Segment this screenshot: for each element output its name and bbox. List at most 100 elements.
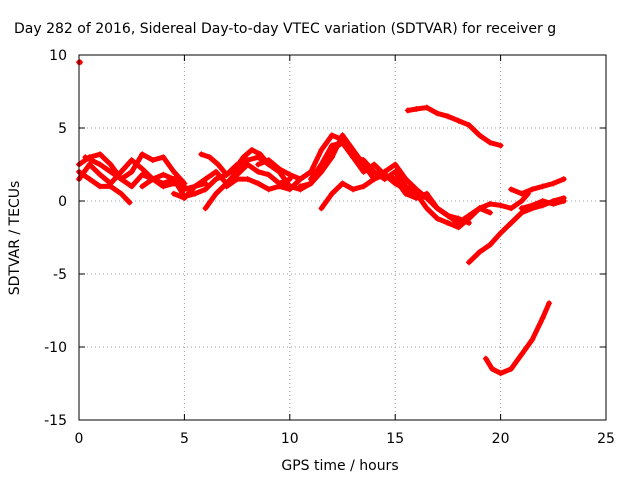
data-point (286, 171, 293, 178)
data-point (191, 190, 198, 197)
data-point (518, 205, 525, 212)
data-point (240, 154, 247, 161)
data-point (86, 176, 93, 183)
plot-frame (78, 54, 607, 421)
data-point (518, 198, 525, 204)
data-point (107, 180, 114, 187)
data-point (444, 212, 451, 219)
data-point (508, 365, 515, 372)
data-point (546, 300, 553, 307)
grid-layer (79, 55, 606, 420)
data-point (476, 205, 483, 212)
x-tick-label: 25 (597, 431, 615, 447)
data-point (139, 183, 146, 190)
data-point (276, 180, 283, 187)
data-point (286, 183, 293, 190)
data-point (160, 180, 167, 187)
data-point (118, 190, 125, 197)
y-tick-label: -5 (53, 267, 67, 283)
data-point (371, 161, 378, 168)
data-point (170, 176, 177, 183)
data-point (444, 219, 451, 226)
data-point (371, 168, 378, 175)
data-point (560, 198, 567, 204)
data-point (231, 165, 238, 172)
y-tick-label: -15 (44, 413, 67, 429)
data-point (455, 224, 462, 231)
y-axis-label: SDTVAR / TECUs (7, 181, 23, 296)
data-point (381, 176, 388, 183)
data-point (297, 183, 304, 190)
data-point (360, 168, 367, 175)
data-point (476, 132, 483, 139)
data-point (489, 365, 496, 372)
series-layer (76, 59, 567, 377)
data-point (181, 195, 188, 202)
data-point (77, 59, 84, 66)
data-point (434, 110, 441, 117)
data-point (497, 230, 504, 237)
data-point (423, 195, 430, 202)
data-point (318, 205, 325, 212)
data-point (360, 183, 367, 190)
data-point (170, 168, 177, 175)
data-point (539, 183, 546, 190)
data-point (371, 176, 378, 183)
data-point (529, 186, 536, 193)
series-line-15 (405, 105, 504, 149)
x-tick-label: 0 (75, 431, 84, 447)
data-point (360, 157, 367, 164)
data-point (248, 146, 255, 153)
data-point (223, 183, 230, 190)
x-tick-label: 10 (281, 431, 299, 447)
data-point (328, 142, 335, 149)
data-point (550, 180, 557, 187)
data-point (455, 215, 462, 222)
data-point (307, 176, 314, 183)
data-point (518, 190, 525, 197)
data-point (465, 122, 472, 129)
data-point (350, 146, 357, 153)
data-point (149, 176, 156, 183)
x-axis-label: GPS time / hours (281, 458, 398, 474)
data-point (97, 151, 104, 158)
data-point (423, 104, 430, 111)
data-point (413, 106, 420, 113)
data-point (318, 146, 325, 153)
data-point (328, 132, 335, 139)
data-point (234, 176, 241, 183)
data-point (181, 180, 188, 187)
series-line-17 (508, 176, 567, 197)
data-point (413, 190, 420, 197)
data-point (465, 259, 472, 266)
data-point (518, 351, 525, 358)
data-point (350, 154, 357, 161)
data-point (434, 215, 441, 222)
data-point (213, 168, 220, 175)
data-point (213, 176, 220, 183)
data-point (265, 157, 272, 164)
data-point (160, 154, 167, 161)
data-point (244, 176, 251, 183)
y-tick-label: 10 (49, 48, 67, 64)
data-point (465, 215, 472, 222)
data-point (392, 168, 399, 175)
data-point (404, 107, 411, 114)
data-point (497, 142, 504, 149)
data-point (244, 157, 251, 164)
data-point (82, 154, 89, 161)
data-point (423, 205, 430, 212)
data-point (434, 205, 441, 212)
data-point (265, 186, 272, 193)
data-point (550, 200, 557, 207)
data-point (255, 161, 262, 168)
data-point (392, 180, 399, 187)
x-tick-label: 5 (180, 431, 189, 447)
data-point (508, 219, 515, 226)
y-tick-label: 0 (58, 194, 67, 210)
data-point (497, 202, 504, 209)
data-point (318, 168, 325, 175)
data-point (191, 183, 198, 190)
data-point (223, 171, 230, 178)
